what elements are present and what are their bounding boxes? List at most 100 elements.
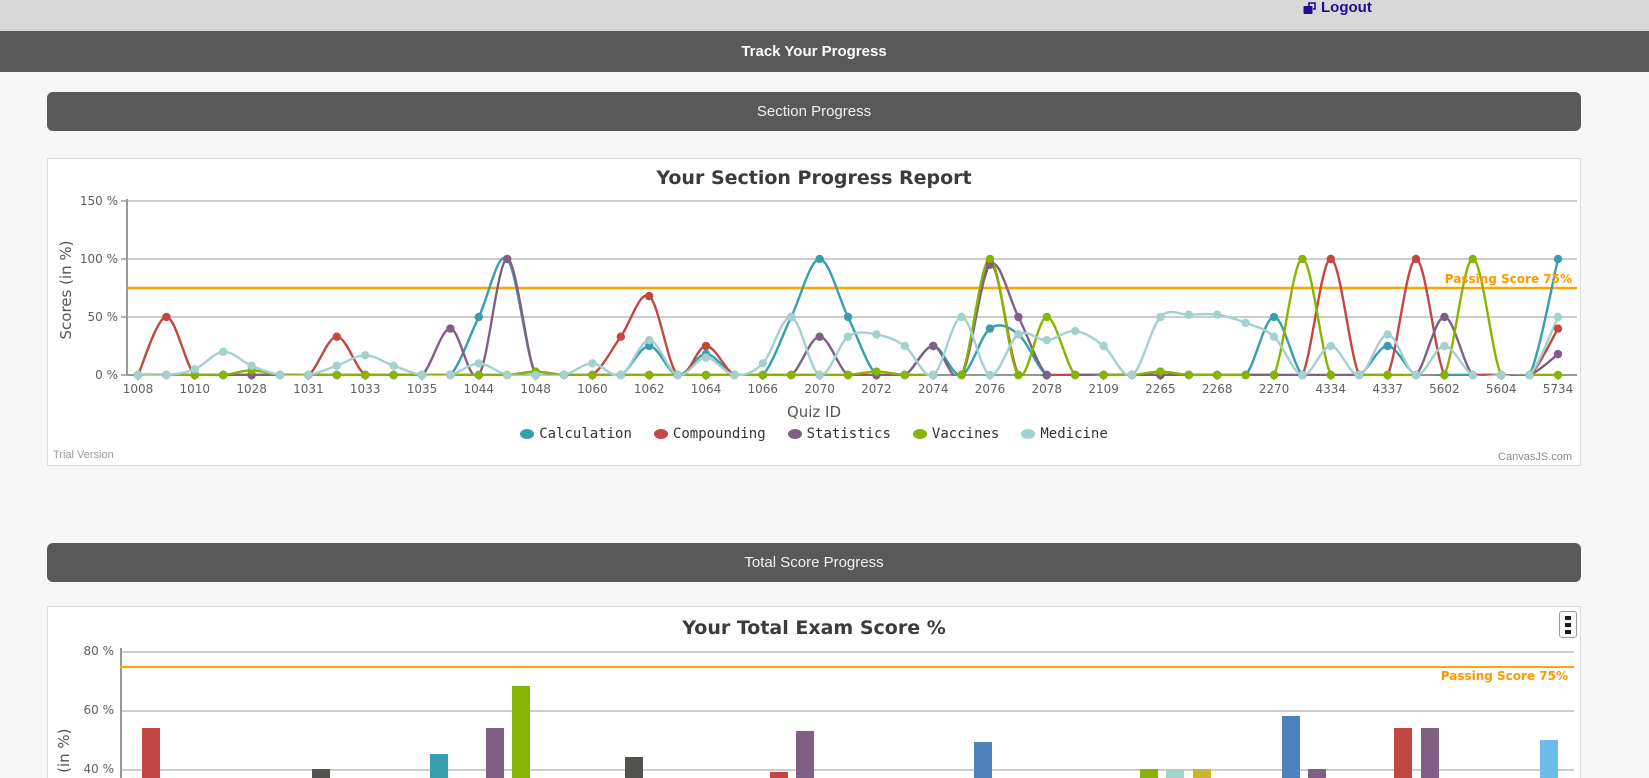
x-tick-label: 5734: [1543, 382, 1574, 396]
score-bar: [1540, 739, 1558, 778]
x-tick-label: 1010: [180, 382, 211, 396]
x-tick-label: 1048: [520, 382, 551, 396]
legend-label: Calculation: [539, 426, 632, 442]
score-bar: [974, 742, 992, 778]
section-progress-chart: 150 % 100 % 50 % 0 % 1008 1010 1028 1031 1033 103…: [80, 194, 1577, 396]
total-score-chart: 80 % 60 % 40 %: [48, 607, 1580, 778]
menu-dot: [1565, 615, 1571, 620]
x-tick-label: 5602: [1429, 382, 1460, 396]
x-tick-label: 2109: [1088, 382, 1119, 396]
score-bar: [770, 771, 788, 778]
score-bar: [796, 730, 814, 778]
section-chart-y-axis-title: Scores (in %): [57, 240, 75, 340]
y-tick-label: 150 %: [80, 194, 118, 208]
passing-score-label-2: Passing Score 75%: [1440, 669, 1568, 683]
x-tick-label: 1033: [350, 382, 381, 396]
series-line-medicine: [137, 310, 1560, 376]
x-tick-label: 1008: [123, 382, 154, 396]
legend-label: Medicine: [1040, 426, 1108, 442]
series-line-vaccines: [137, 257, 1558, 376]
x-tick-label: 1066: [748, 382, 779, 396]
legend-item-calculation[interactable]: Calculation: [520, 426, 632, 442]
menu-dot: [1565, 622, 1571, 627]
x-tick-label: 2072: [861, 382, 892, 396]
x-tick-label: 1044: [464, 382, 495, 396]
menu-dot: [1565, 629, 1571, 634]
passing-score-label: Passing Score 75%: [1444, 272, 1572, 286]
x-tick-label: 1064: [691, 382, 722, 396]
y-tick-label: 100 %: [80, 252, 118, 266]
score-bar: [142, 727, 160, 778]
x-tick-label: 2070: [804, 382, 835, 396]
gridline: [120, 769, 1574, 771]
score-bar: [1140, 769, 1158, 778]
kebab-menu-icon[interactable]: [1559, 611, 1577, 638]
total-score-chart-panel: 80 % 60 % 40 % Your Total Exam Score % Sco…: [47, 606, 1581, 778]
y-tick-label: 40 %: [83, 762, 115, 776]
gridline: [120, 651, 1574, 653]
y-tick-label: 60 %: [83, 703, 115, 717]
score-bar: [1394, 727, 1412, 778]
score-bar: [1421, 727, 1439, 778]
score-bar: [512, 686, 530, 778]
chart-legend: Calculation Compounding Statistics Vaccines…: [48, 426, 1580, 442]
passing-score-line: [120, 665, 1574, 668]
x-tick-label: 2078: [1032, 382, 1063, 396]
x-tick-label: 5604: [1486, 382, 1517, 396]
score-bar: [1166, 769, 1184, 778]
x-tick-label: 1028: [236, 382, 267, 396]
x-tick-label: 2076: [975, 382, 1006, 396]
x-tick-label: 2074: [918, 382, 949, 396]
track-progress-title: Track Your Progress: [741, 43, 887, 60]
legend-label: Compounding: [672, 426, 766, 442]
score-bar: [1282, 715, 1300, 778]
track-progress-banner: Track Your Progress: [0, 31, 1649, 72]
score-bar: [1193, 769, 1211, 778]
legend-item-compounding[interactable]: Compounding: [653, 426, 766, 442]
score-bar: [625, 757, 643, 778]
score-bar: [1308, 769, 1326, 778]
legend-marker: [1021, 429, 1036, 439]
legend-item-vaccines[interactable]: Vaccines: [912, 426, 1000, 442]
logout-label: Logout: [1321, 0, 1372, 16]
legend-label: Vaccines: [931, 426, 1000, 442]
x-tick-label: 1035: [407, 382, 438, 396]
score-bar: [312, 769, 330, 778]
y-tick-label: 0 %: [95, 368, 118, 382]
x-tick-label: 1060: [577, 382, 608, 396]
y-tick-label: 80 %: [83, 644, 115, 658]
total-score-banner: Total Score Progress: [47, 543, 1581, 582]
top-bar: Logout: [0, 0, 1649, 31]
section-progress-chart-panel: 150 % 100 % 50 % 0 % 1008 1010 1028 1031 1033 103…: [47, 158, 1581, 466]
x-tick-label: 1062: [634, 382, 665, 396]
x-tick-label: 1031: [293, 382, 324, 396]
total-chart-title: Your Total Exam Score %: [682, 617, 946, 639]
y-axis-line: [120, 648, 122, 778]
section-progress-banner: Section Progress: [47, 92, 1581, 131]
series-line-statistics: [137, 257, 1559, 376]
trial-version-watermark: Trial Version: [53, 449, 114, 461]
x-tick-label: 2270: [1259, 382, 1290, 396]
x-tick-label: 2268: [1202, 382, 1233, 396]
y-tick-label: 50 %: [88, 310, 119, 324]
legend-marker: [912, 429, 927, 439]
logout-icon: [1303, 1, 1317, 15]
section-chart-title: Your Section Progress Report: [656, 167, 972, 189]
legend-marker: [653, 429, 668, 439]
x-tick-label: 4337: [1372, 382, 1403, 396]
legend-marker: [520, 429, 535, 439]
legend-item-statistics[interactable]: Statistics: [787, 426, 891, 442]
x-tick-label: 4334: [1316, 382, 1347, 396]
legend-marker: [787, 429, 802, 439]
legend-label: Statistics: [806, 426, 891, 442]
total-chart-y-axis-title: Scores (in %): [55, 728, 73, 778]
series-line-compounding: [136, 257, 1560, 376]
section-chart-x-axis-title: Quiz ID: [786, 403, 842, 421]
score-bar: [430, 754, 448, 778]
legend-item-medicine[interactable]: Medicine: [1021, 426, 1108, 442]
gridline: [120, 710, 1574, 712]
x-tick-label: 2265: [1145, 382, 1176, 396]
logout-link[interactable]: Logout: [1303, 0, 1372, 16]
canvasjs-credit-link[interactable]: CanvasJS.com: [1498, 451, 1572, 463]
score-bar: [486, 727, 504, 778]
